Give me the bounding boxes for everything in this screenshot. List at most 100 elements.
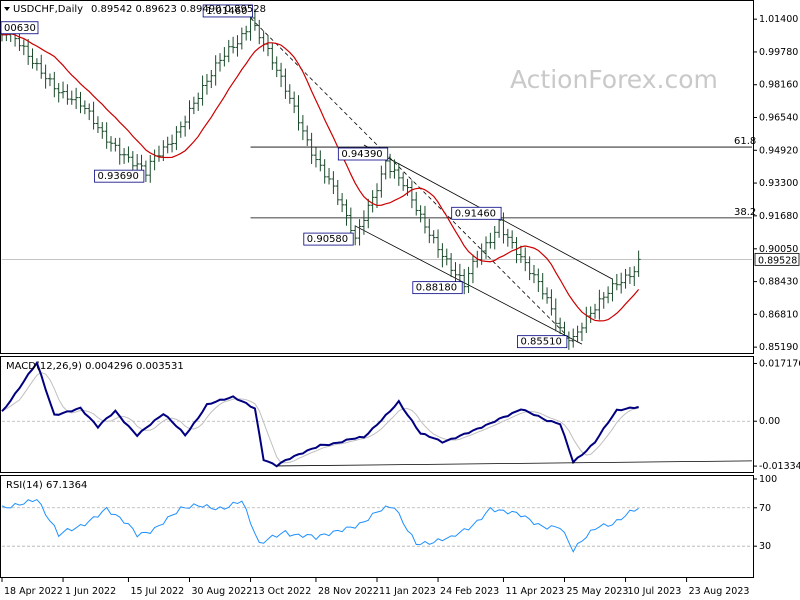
candle [82, 100, 87, 115]
candle [287, 84, 292, 104]
candle [593, 303, 598, 319]
candle [231, 36, 236, 54]
candle [636, 250, 641, 277]
candle [505, 228, 510, 247]
candle-layer [0, 8, 641, 350]
y-tick-label: 1.01400 [759, 14, 798, 25]
y-tick-label: 0.99780 [759, 47, 798, 58]
candle [388, 153, 393, 179]
candle [549, 289, 554, 316]
y-tick-label: 0.93300 [759, 178, 798, 189]
candle [283, 68, 288, 99]
candle [196, 92, 201, 111]
candle [204, 73, 209, 95]
candle [239, 27, 244, 50]
candle [545, 287, 550, 304]
candle [318, 150, 323, 172]
rsi-layer [1, 498, 752, 553]
candle [87, 103, 92, 121]
candle [296, 95, 301, 131]
candle [226, 39, 231, 63]
candle [52, 71, 57, 98]
candle [305, 125, 310, 146]
candle [74, 87, 79, 110]
price-label: 0.85510 [517, 335, 568, 349]
candle [43, 64, 48, 89]
candle [130, 151, 135, 173]
y-tick-label: 0.91680 [759, 211, 798, 222]
candle [100, 122, 105, 139]
candle [26, 38, 31, 65]
candle [571, 328, 576, 348]
candle [65, 84, 70, 105]
candle [327, 167, 332, 185]
candle [492, 225, 497, 250]
price-label: 0.94390 [337, 147, 389, 161]
candle [484, 236, 489, 259]
candle [427, 218, 432, 244]
macd-layer [1, 360, 753, 468]
fib-level-label: 38.2 [734, 207, 756, 218]
x-tick-label: 11 Jan 2023 [379, 586, 436, 597]
candle [47, 73, 52, 87]
candle [292, 91, 297, 114]
y-tick-label: 0.98160 [759, 80, 798, 91]
macd-y-tick-label: 0.00 [759, 416, 780, 427]
candle [353, 225, 358, 246]
candle [614, 273, 619, 291]
x-tick-label: 11 Apr 2023 [505, 586, 564, 597]
x-tick-label: 15 Jul 2022 [130, 586, 184, 597]
candle [270, 43, 275, 70]
candle [575, 325, 580, 343]
candle [610, 278, 615, 302]
candle [178, 121, 183, 138]
candle [553, 298, 558, 332]
candle [357, 219, 362, 246]
candle [135, 154, 140, 173]
candle [588, 306, 593, 323]
candle [344, 199, 349, 226]
macd-panel [0, 356, 754, 473]
header-triangle-icon [4, 7, 10, 11]
candle [431, 230, 436, 244]
rsi-y-tick-label: 100 [759, 474, 777, 485]
candle [122, 148, 127, 164]
candle [209, 69, 214, 89]
candle [257, 19, 262, 45]
rsi-line [1, 498, 639, 553]
candle [510, 230, 515, 249]
candle [300, 115, 305, 141]
price-label: 0.93690 [94, 169, 145, 183]
candle [540, 273, 545, 300]
candle [69, 90, 74, 105]
candle [91, 101, 96, 130]
y-tick-label: 0.96540 [759, 113, 798, 124]
candle [449, 252, 454, 278]
candle [218, 53, 223, 72]
label-layer: 00630 0.93690 1.01460 0.90580 0.94390 0.88180… [0, 4, 568, 349]
candle [558, 317, 563, 335]
candle [331, 171, 336, 195]
candle [148, 154, 153, 183]
svg-text:0.91460: 0.91460 [455, 208, 496, 219]
candle [579, 322, 584, 342]
svg-text:1.01460: 1.01460 [206, 6, 247, 17]
candle [170, 134, 175, 153]
y-tick-label: 0.90050 [759, 244, 798, 255]
candle [422, 205, 427, 234]
x-tick-label: 13 Oct 2022 [253, 586, 312, 597]
candle [39, 54, 44, 79]
candle [623, 268, 628, 289]
rsi-panel [0, 475, 754, 578]
svg-text:0.93690: 0.93690 [97, 171, 138, 182]
rsi-y-tick-label: 30 [759, 541, 771, 552]
candle [518, 245, 523, 263]
current-price-label: 0.89528 [758, 255, 797, 266]
rsi-y-tick-label: 70 [759, 503, 771, 514]
candle [375, 183, 379, 209]
current-price-tag [754, 252, 800, 266]
candle [414, 191, 419, 216]
svg-text:0.90580: 0.90580 [307, 234, 348, 245]
candle [501, 212, 506, 244]
